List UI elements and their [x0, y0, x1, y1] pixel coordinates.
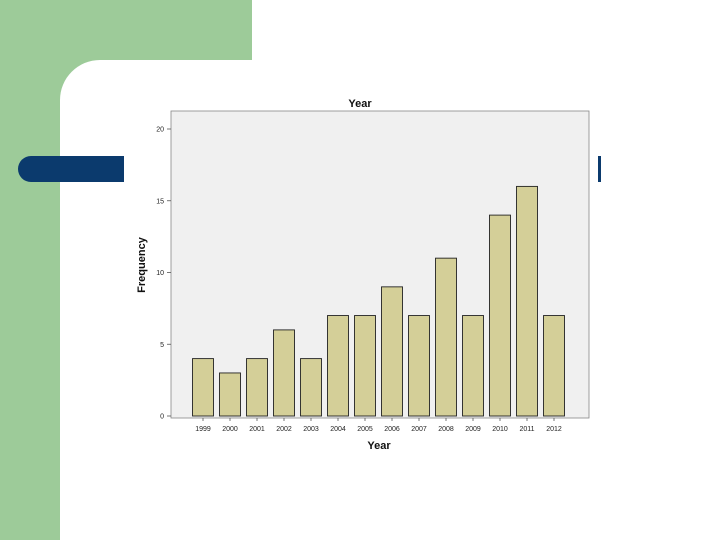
x-tick-label-2003: 2003 [303, 426, 319, 433]
bar-2007 [408, 315, 430, 417]
x-tick-label-2006: 2006 [384, 426, 400, 433]
bar-2011 [516, 185, 538, 417]
x-tick-label-2011: 2011 [519, 426, 534, 433]
x-tick-label-2002: 2002 [276, 426, 292, 433]
y-tick-label: 0 [160, 414, 164, 421]
x-tick-label-2012: 2012 [546, 426, 562, 433]
chart-title: Year [348, 98, 372, 110]
bar-2009 [462, 315, 484, 417]
bar-chart: Year 0 5 10 15 20 1999 2000 2001 2002 2003 2004 20… [136, 98, 590, 452]
y-axis-title: Frequency [136, 236, 148, 293]
chart-container: Year 0 5 10 15 20 1999 2000 2001 2002 2003 2004 20… [124, 92, 598, 456]
y-tick-label: 15 [156, 198, 164, 205]
x-tick-label-2004: 2004 [330, 426, 346, 433]
x-axis-title: Year [367, 440, 391, 452]
bars-group [192, 185, 565, 417]
x-tick-label-2010: 2010 [492, 426, 508, 433]
y-tick-label: 5 [160, 342, 164, 349]
bar-2010 [489, 214, 511, 417]
bar-2002 [273, 329, 295, 417]
y-axis: 0 5 10 15 20 [156, 127, 171, 421]
bar-2004 [327, 315, 349, 417]
bar-2001 [246, 358, 268, 417]
bar-2000 [219, 372, 241, 417]
bar-2006 [381, 286, 403, 417]
slide-left-band [0, 0, 60, 540]
bar-2005 [354, 315, 376, 417]
bar-2003 [300, 358, 322, 417]
x-tick-label-2008: 2008 [438, 426, 454, 433]
slide-top-band [0, 0, 252, 60]
bar-2008 [435, 257, 457, 417]
bar-1999 [192, 358, 214, 417]
y-tick-label: 10 [156, 270, 164, 277]
x-tick-label-2007: 2007 [411, 426, 427, 433]
x-tick-label-2009: 2009 [465, 426, 481, 433]
x-axis: 1999 2000 2001 2002 2003 2004 2005 2006 2007 2008… [195, 418, 562, 433]
x-tick-label-2005: 2005 [357, 426, 373, 433]
x-tick-label-2000: 2000 [222, 426, 238, 433]
bar-2012 [543, 315, 565, 417]
x-tick-label-1999: 1999 [195, 426, 211, 433]
x-tick-label-2001: 2001 [249, 426, 265, 433]
y-tick-label: 20 [156, 127, 164, 134]
